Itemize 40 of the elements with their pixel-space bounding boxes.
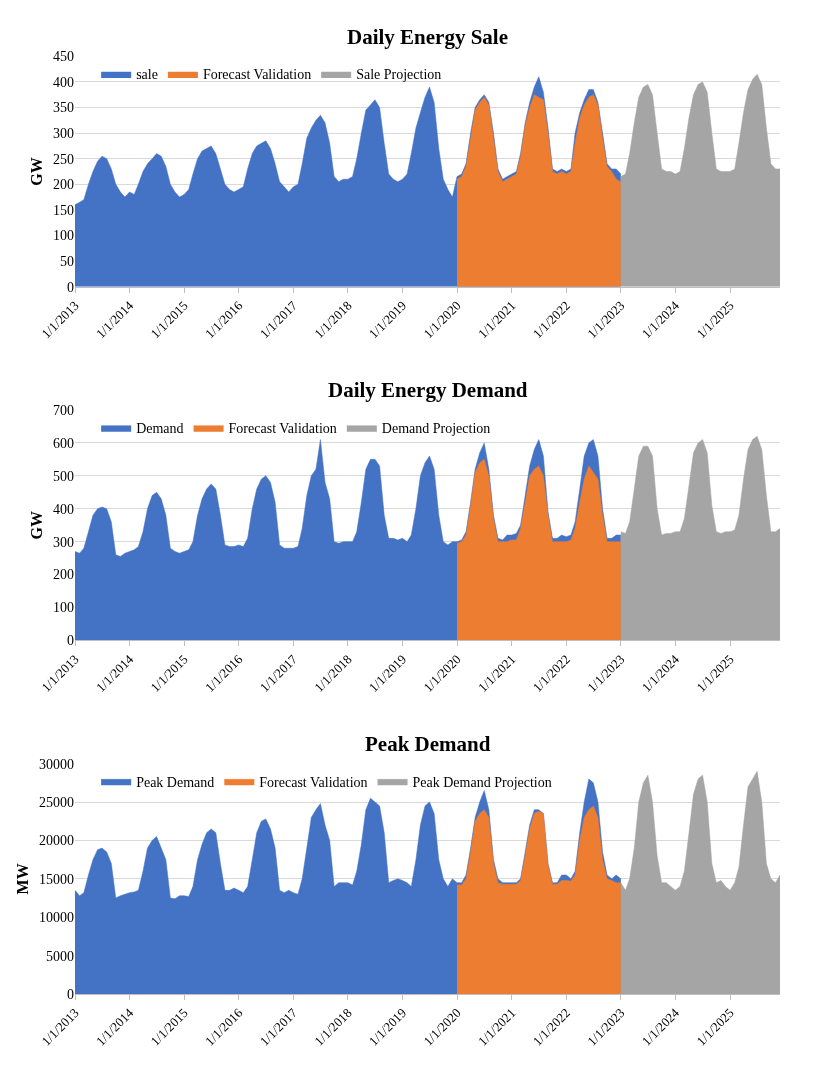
y-tick-label: 300: [53, 534, 74, 550]
y-tick-label: 300: [53, 126, 74, 141]
y-tick-label: 200: [53, 177, 74, 193]
legend-label: Peak Demand: [136, 774, 215, 790]
legend-label: sale: [136, 67, 158, 83]
y-tick-label: 50: [60, 254, 74, 270]
chart-title: Daily Energy Demand: [328, 378, 528, 402]
legend-label: Peak Demand Projection: [412, 774, 552, 790]
legend-label: Sale Projection: [356, 67, 442, 83]
legend-label: Forecast Validation: [259, 774, 368, 790]
y-tick-label: 500: [53, 468, 74, 484]
y-tick-label: 100: [53, 228, 74, 244]
y-axis-title: GW: [27, 157, 45, 186]
y-tick-label: 5000: [46, 948, 74, 964]
y-tick-label: 30000: [39, 756, 74, 772]
y-tick-label: 15000: [39, 871, 74, 887]
y-tick-label: 600: [53, 435, 74, 451]
y-axis-title: MW: [13, 863, 31, 895]
chart-title: Peak Demand: [365, 732, 491, 756]
legend-label: Forecast Validation: [202, 67, 312, 83]
y-tick-label: 250: [53, 151, 74, 167]
y-tick-label: 0: [67, 986, 74, 1002]
y-tick-label: 200: [53, 567, 74, 583]
legend-label: Forecast Validation: [228, 421, 337, 437]
y-tick-label: 10000: [39, 910, 74, 926]
y-tick-label: 700: [53, 402, 74, 418]
y-tick-label: 0: [67, 279, 74, 295]
y-tick-label: 20000: [39, 833, 74, 849]
y-tick-label: 0: [67, 633, 74, 649]
legend-label: Demand Projection: [381, 421, 491, 437]
y-tick-label: 100: [53, 600, 74, 616]
y-tick-label: 450: [53, 49, 74, 65]
y-axis-title: GW: [27, 510, 45, 540]
legend-label: Demand: [136, 421, 184, 437]
y-tick-label: 350: [53, 100, 74, 116]
y-tick-label: 400: [53, 74, 74, 90]
y-tick-label: 150: [53, 202, 74, 218]
y-tick-label: 400: [53, 501, 74, 517]
y-tick-label: 25000: [39, 794, 74, 810]
chart-title: Daily Energy Sale: [347, 25, 508, 49]
